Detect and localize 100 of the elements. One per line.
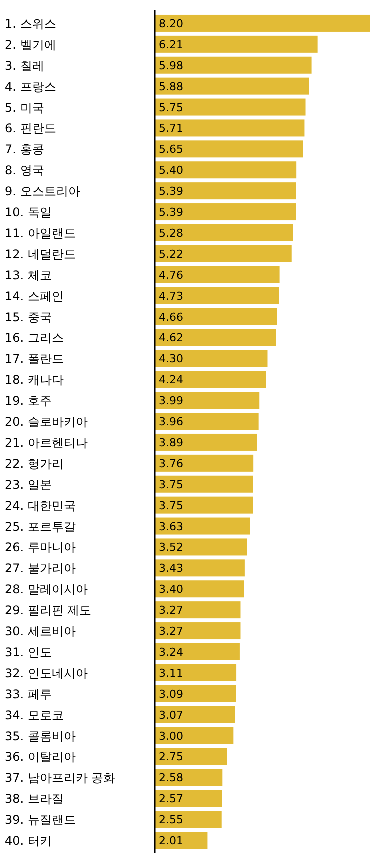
data-label: 3.96 — [159, 416, 184, 429]
bar — [155, 371, 266, 388]
bar — [155, 602, 241, 619]
bar — [155, 518, 250, 535]
y-tick-label: 3. 칠레 — [5, 58, 44, 73]
data-label: 3.27 — [159, 625, 184, 638]
data-label: 3.99 — [159, 394, 184, 408]
y-tick-label: 32. 인도네시아 — [5, 666, 88, 680]
y-tick-label: 28. 말레이시아 — [5, 582, 88, 597]
y-tick-label: 2. 벨기에 — [5, 38, 56, 52]
bar — [155, 727, 234, 744]
bar — [155, 811, 222, 828]
data-label: 6.21 — [159, 38, 184, 52]
data-label: 2.01 — [159, 834, 184, 848]
data-label: 3.09 — [159, 688, 184, 701]
y-tick-label: 27. 불가리아 — [5, 562, 76, 576]
y-tick-label: 11. 아일랜드 — [5, 226, 76, 240]
bar — [155, 413, 259, 430]
bar — [155, 308, 278, 326]
data-label: 5.71 — [159, 122, 184, 136]
bar — [155, 120, 305, 137]
data-label: 5.39 — [159, 206, 184, 220]
y-tick-label: 21. 아르헨티나 — [5, 436, 88, 450]
data-label: 2.58 — [159, 772, 184, 785]
data-label: 4.62 — [159, 332, 184, 345]
y-tick-label: 15. 중국 — [5, 310, 52, 324]
data-label: 4.76 — [159, 268, 184, 282]
y-tick-label: 19. 호주 — [5, 394, 52, 408]
bar — [155, 664, 237, 682]
y-tick-label: 8. 영국 — [5, 164, 44, 178]
bar — [155, 350, 268, 368]
bar — [155, 329, 276, 346]
y-tick-label: 24. 대한민국 — [5, 498, 76, 513]
data-label: 3.24 — [159, 646, 184, 659]
data-label: 3.43 — [159, 562, 184, 576]
bar — [155, 434, 257, 451]
bar — [155, 685, 236, 702]
y-tick-label: 31. 인도 — [5, 645, 52, 660]
data-label: 5.98 — [159, 59, 184, 72]
data-label: 5.39 — [159, 185, 184, 198]
data-label: 3.75 — [159, 478, 184, 492]
bar — [155, 78, 310, 95]
y-tick-label: 9. 오스트리아 — [5, 184, 80, 199]
y-tick-label: 37. 남아프리카 공화 — [5, 771, 116, 786]
y-tick-label: 23. 일본 — [5, 478, 52, 492]
data-label: 2.55 — [159, 814, 184, 827]
bar — [155, 36, 318, 53]
bar — [155, 496, 254, 514]
data-label: 2.57 — [159, 792, 184, 806]
y-tick-label: 10. 독일 — [5, 206, 52, 220]
bar — [155, 790, 222, 808]
bar — [155, 266, 280, 284]
bar — [155, 643, 240, 660]
data-label: 3.89 — [159, 436, 184, 450]
data-label: 8.20 — [159, 17, 184, 30]
bar — [155, 748, 228, 766]
y-tick-label: 26. 루마니아 — [5, 540, 76, 555]
data-label: 3.11 — [159, 666, 184, 680]
data-label: 5.28 — [159, 226, 184, 240]
data-label: 4.66 — [159, 310, 184, 324]
y-tick-label: 25. 포르투갈 — [5, 520, 76, 534]
y-tick-label: 30. 세르비아 — [5, 624, 76, 639]
y-tick-label: 17. 폴란드 — [5, 352, 64, 366]
y-tick-label: 35. 콜롬비아 — [5, 729, 76, 744]
data-label: 5.40 — [159, 164, 184, 178]
bar — [155, 162, 297, 179]
bar — [155, 182, 296, 200]
bar — [155, 14, 370, 32]
data-label: 3.75 — [159, 499, 184, 512]
y-tick-label: 6. 핀란드 — [5, 122, 56, 136]
y-tick-label: 36. 이탈리아 — [5, 750, 76, 764]
y-tick-label: 18. 캐나다 — [5, 373, 64, 388]
y-tick-label: 29. 필리핀 제도 — [5, 604, 92, 618]
y-tick-label: 14. 스페인 — [5, 289, 64, 304]
data-label: 5.22 — [159, 248, 184, 261]
y-tick-label: 39. 뉴질랜드 — [5, 813, 76, 828]
bar — [155, 580, 244, 598]
data-label: 3.63 — [159, 520, 184, 534]
bar — [155, 538, 248, 556]
y-tick-label: 5. 미국 — [5, 100, 44, 115]
y-tick-label: 7. 홍콩 — [5, 142, 44, 157]
y-tick-label: 40. 터키 — [5, 834, 52, 848]
data-label: 2.75 — [159, 750, 184, 764]
y-tick-label: 13. 체코 — [5, 268, 52, 282]
bar — [155, 224, 294, 242]
data-label: 3.76 — [159, 457, 184, 470]
bar — [155, 706, 236, 724]
bar — [155, 769, 223, 786]
y-tick-label: 34. 모로코 — [5, 708, 64, 722]
bar — [155, 204, 296, 221]
y-tick-label: 1. 스위스 — [5, 16, 56, 31]
y-tick-label: 12. 네덜란드 — [5, 247, 76, 262]
data-label: 3.40 — [159, 583, 184, 596]
y-tick-label: 16. 그리스 — [5, 331, 64, 346]
data-label: 3.52 — [159, 541, 184, 554]
data-label: 5.75 — [159, 101, 184, 114]
data-label: 4.73 — [159, 290, 184, 303]
data-label: 3.27 — [159, 604, 184, 618]
data-label: 5.65 — [159, 143, 184, 156]
y-tick-label: 33. 페루 — [5, 687, 52, 702]
